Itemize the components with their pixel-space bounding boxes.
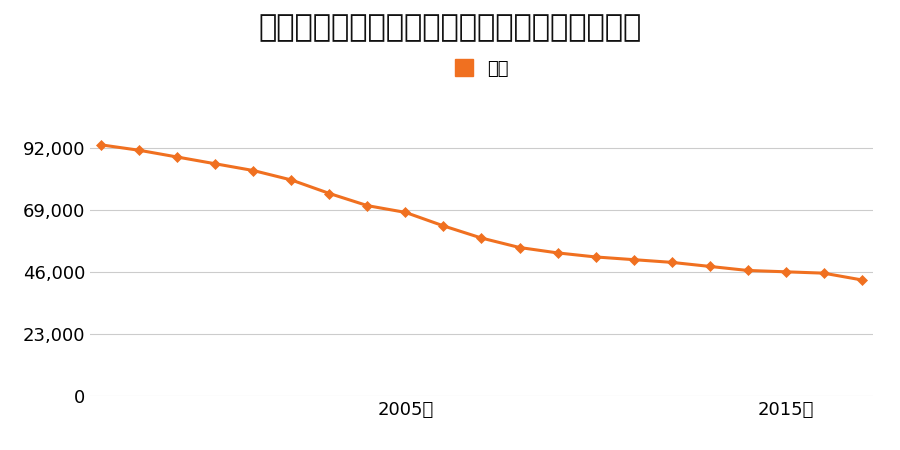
Legend: 価格: 価格 [454, 59, 508, 78]
Text: 栃木県宇都宮市瑞穂１丁目１８番６の地価推移: 栃木県宇都宮市瑞穂１丁目１８番６の地価推移 [258, 14, 642, 42]
